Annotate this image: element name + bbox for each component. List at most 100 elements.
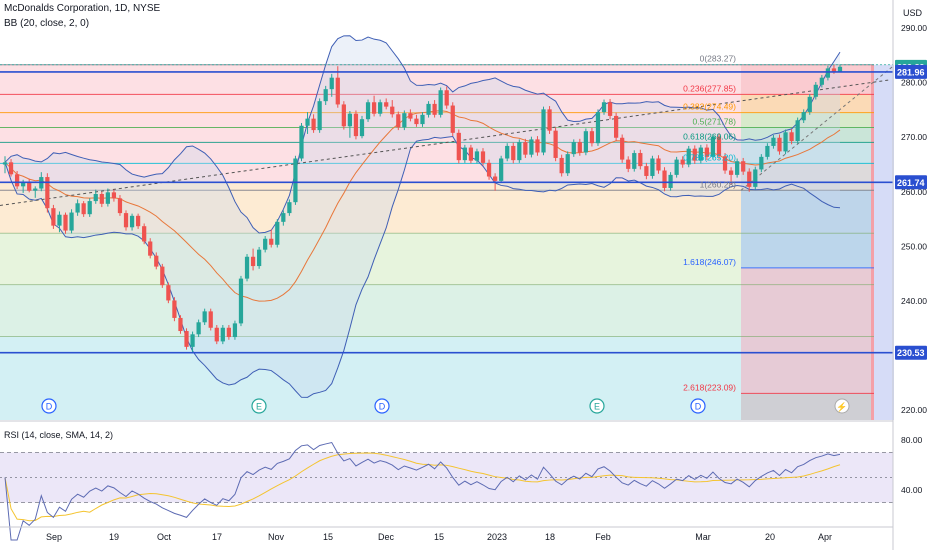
currency-label: USD [903, 8, 923, 18]
candle-body [117, 198, 123, 214]
candle-body [468, 147, 474, 161]
event-letter: D [695, 402, 702, 412]
fib-level-label: 0.786(265.20) [683, 152, 736, 162]
candle-body [257, 249, 262, 267]
candle-body [710, 136, 716, 157]
candle-body [238, 278, 244, 324]
event-marker: ⚡ [834, 398, 850, 414]
candle-body [420, 114, 425, 125]
chart-title: McDonalds Corporation, 1D, NYSE [4, 3, 161, 14]
trend-line [740, 65, 894, 191]
candle-body [680, 159, 685, 165]
candle-body [565, 154, 570, 174]
candle-body [432, 103, 437, 115]
projection-zone [871, 64, 874, 421]
rsi-tick-label: 40.00 [901, 485, 923, 495]
candle-body [287, 202, 292, 214]
price-label-box: 281.96 [895, 64, 927, 79]
candle-body [311, 118, 316, 131]
fibonacci-retracement[interactable] [0, 64, 894, 421]
candle-body [347, 113, 353, 127]
lightning-icon: ⚡ [836, 401, 847, 413]
candle-body [722, 156, 728, 171]
fib-level-label: 2.618(223.09) [683, 382, 736, 392]
candle-body [559, 157, 564, 174]
candle-body [99, 193, 104, 204]
candle-body [837, 66, 843, 72]
candle-body [638, 153, 643, 167]
candle-body [807, 96, 812, 113]
candle-body [244, 256, 250, 279]
candle-body [620, 137, 625, 160]
candle-body [668, 174, 673, 188]
event-marker: E [251, 398, 267, 414]
event-circle [834, 398, 850, 414]
candle-body [577, 142, 582, 153]
price-label-box: 261.74 [895, 175, 927, 190]
fib-zone [741, 64, 874, 95]
candle-body [329, 77, 334, 90]
rsi-indicator-label[interactable]: RSI (14, close, SMA, 14, 2) [4, 430, 114, 440]
candle-body [747, 171, 752, 187]
candle-body [142, 226, 147, 242]
candle-body [480, 151, 486, 163]
event-markers[interactable]: D E D E D ⚡ [41, 398, 850, 414]
candle-body [523, 142, 528, 155]
price-label-bg [895, 64, 927, 79]
event-marker: D [374, 398, 390, 414]
y-tick-label: 220.00 [901, 405, 927, 415]
time-axis[interactable]: Sep 19 Oct 17 Nov 15 Dec 15 2023 18 Feb Mar 20 Apr [46, 532, 832, 542]
candle-body [583, 131, 588, 153]
candle-body [795, 120, 800, 142]
event-letter: D [46, 402, 53, 412]
trend-lines[interactable] [0, 65, 894, 206]
candle-body [771, 137, 776, 146]
candle-body [214, 327, 219, 342]
candle-body [759, 156, 764, 170]
candle-body [69, 212, 74, 231]
candle-body [111, 192, 117, 199]
candle-body [93, 193, 98, 202]
candle-body [178, 317, 183, 332]
fib-level-label: 0.236(277.85) [683, 83, 736, 93]
candle-body [614, 115, 619, 138]
candle-body [250, 256, 256, 267]
candle-body [674, 159, 679, 175]
fib-level-label: 1.618(246.07) [683, 257, 736, 267]
candle-body [735, 161, 740, 175]
candle-body [789, 132, 794, 142]
rsi-pane: 80.00 40.00 [0, 420, 923, 541]
event-circle [589, 398, 605, 414]
candle-body [626, 159, 631, 169]
bb-indicator-label[interactable]: BB (20, close, 2, 0) [4, 18, 90, 29]
x-tick-label: Sep [46, 532, 62, 542]
bollinger-upper [4, 35, 841, 234]
candle-body [402, 113, 407, 128]
candle-body [365, 102, 371, 120]
candle-body [87, 201, 92, 215]
horizontal-lines[interactable] [0, 64, 893, 354]
x-tick-label: Feb [595, 532, 611, 542]
candle-body [571, 142, 576, 155]
candle-body [462, 147, 467, 161]
y-tick-label: 290.00 [901, 23, 927, 33]
candle-body [293, 158, 298, 203]
candle-body [819, 77, 824, 85]
candle-body [378, 102, 383, 114]
candle-body [105, 192, 110, 204]
candle-body [632, 153, 637, 169]
x-tick-label: Nov [268, 532, 285, 542]
candle-body [305, 118, 310, 126]
candle-body [335, 77, 340, 105]
candle-body [595, 112, 601, 144]
price-axis[interactable]: 220.00230.00240.00250.00260.00270.00280.… [892, 0, 927, 550]
candle-body [2, 162, 8, 165]
y-tick-label: 280.00 [901, 78, 927, 88]
event-circle [41, 398, 57, 414]
candle-body [299, 125, 304, 159]
candle-body [547, 109, 552, 131]
candle-body [275, 221, 280, 245]
fib-zone [741, 267, 874, 394]
candle-body [831, 68, 837, 72]
